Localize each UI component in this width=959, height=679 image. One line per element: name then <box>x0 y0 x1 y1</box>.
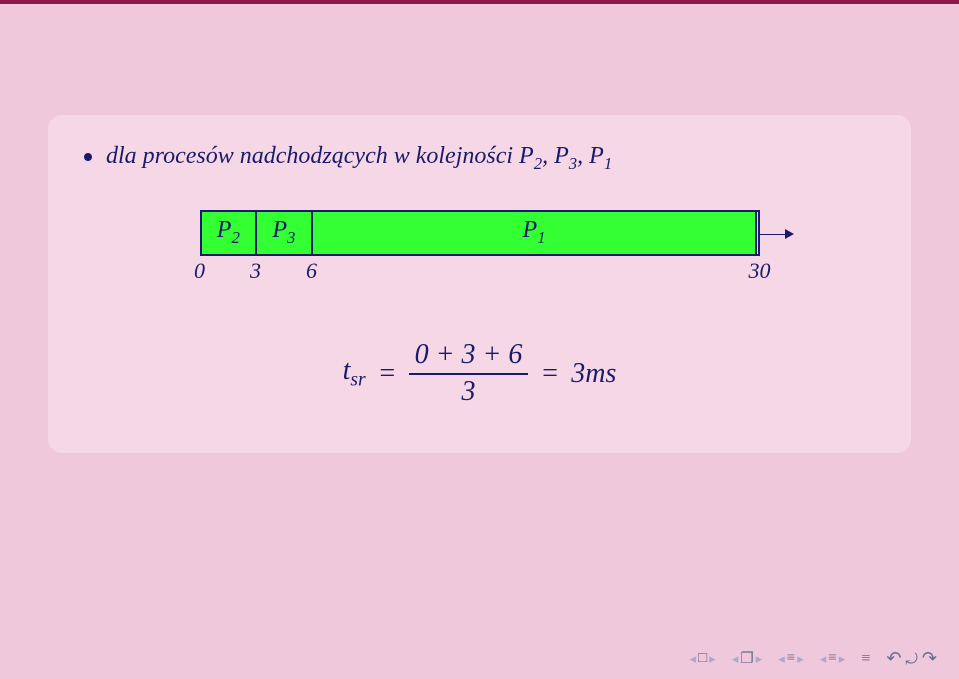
nav-part-group[interactable]: ◂ ≡ ▸ <box>820 650 846 667</box>
formula-eq1: = <box>378 358 397 390</box>
formula: tsr = 0 + 3 + 6 3 = 3ms <box>84 340 875 408</box>
nav-frame-group[interactable]: ◂ □ ▸ <box>690 650 716 667</box>
nav-search-icon[interactable]: ⤾ <box>905 652 918 668</box>
bullet-item: dla procesów nadchodzących w kolejności … <box>84 143 875 174</box>
nav-next-icon[interactable]: ▸ <box>797 651 804 667</box>
formula-denominator: 3 <box>461 375 475 408</box>
nav-circ-group: ↶ ⤾ ↷ <box>886 648 937 669</box>
bullet-prefix: dla procesów nadchodzących w kolejności <box>106 143 519 169</box>
gantt-tick-label: 30 <box>749 258 771 284</box>
proc-p3: P3 <box>554 143 577 169</box>
nav-lines2-icon[interactable]: ≡ <box>828 650 836 667</box>
bullet-text: dla procesów nadchodzących w kolejności … <box>106 143 875 174</box>
proc-p1: P1 <box>589 143 612 169</box>
formula-rhs: 3ms <box>571 358 616 390</box>
nav-prev-icon[interactable]: ◂ <box>778 651 785 667</box>
nav-lines-icon[interactable]: ≡ <box>787 650 795 667</box>
beamer-nav-bar: ◂ □ ▸ ◂ ❐ ▸ ◂ ≡ ▸ ◂ ≡ ▸ ≡ ↶ ⤾ ↷ <box>690 648 937 669</box>
bullet-dot-icon <box>84 153 92 161</box>
nav-next-icon[interactable]: ▸ <box>839 651 846 667</box>
nav-appendix-icon[interactable]: ≡ <box>861 650 870 668</box>
gantt-segment: P1 <box>313 212 758 254</box>
gantt-bar: P2 P3 P1 <box>200 210 760 256</box>
gantt-tick-label: 0 <box>194 258 205 284</box>
gantt-chart: P2P3P1 03630 <box>200 210 760 284</box>
nav-prev-icon[interactable]: ◂ <box>820 651 827 667</box>
gantt-segment: P2 <box>202 212 258 254</box>
nav-subsection-group[interactable]: ◂ ❐ ▸ <box>732 649 763 668</box>
gantt-tick-label: 3 <box>250 258 261 284</box>
nav-frame-icon[interactable]: □ <box>698 650 707 667</box>
formula-numerator: 0 + 3 + 6 <box>409 340 529 375</box>
gantt-tick-label: 6 <box>306 258 317 284</box>
proc-p2: P2 <box>519 143 542 169</box>
nav-next-icon[interactable]: ▸ <box>709 651 716 667</box>
nav-forward-icon[interactable]: ↷ <box>922 648 937 668</box>
gantt-segment-label: P3 <box>272 217 295 248</box>
gantt-segment-label: P1 <box>523 217 546 248</box>
formula-lhs: tsr <box>343 355 366 392</box>
nav-section-group[interactable]: ◂ ≡ ▸ <box>778 650 804 667</box>
formula-fraction: 0 + 3 + 6 3 <box>409 340 529 408</box>
gantt-ticks: 03630 <box>200 256 760 284</box>
formula-eq2: = <box>540 358 559 390</box>
nav-next-icon[interactable]: ▸ <box>756 651 763 667</box>
timeline-arrow-icon <box>758 233 792 235</box>
nav-back-icon[interactable]: ↶ <box>886 648 901 668</box>
gantt-segment-label: P2 <box>217 217 240 248</box>
nav-overlap-icon[interactable]: ❐ <box>740 649 753 668</box>
top-accent-bar <box>0 0 959 4</box>
gantt-segment: P3 <box>257 212 313 254</box>
slide-content-box: dla procesów nadchodzących w kolejności … <box>48 115 911 453</box>
nav-prev-icon[interactable]: ◂ <box>690 651 697 667</box>
nav-prev-icon[interactable]: ◂ <box>732 651 739 667</box>
